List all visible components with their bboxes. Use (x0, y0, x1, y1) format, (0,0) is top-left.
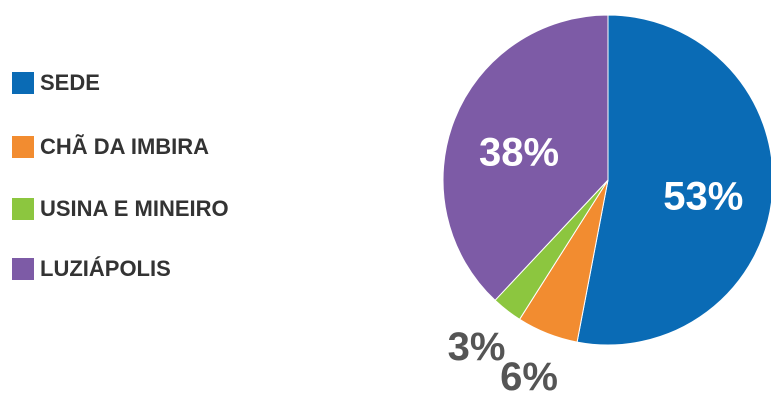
legend-text: USINA E MINEIRO (40, 196, 229, 221)
slice-label: 3% (448, 325, 506, 369)
legend-swatch (12, 136, 34, 158)
slice-label: 53% (663, 175, 743, 219)
slice-label: 6% (500, 355, 558, 399)
legend-swatch (12, 72, 34, 94)
legend-swatch (12, 258, 34, 280)
pie-slice (442, 14, 609, 301)
pie-slice (576, 14, 771, 346)
legend-swatch (12, 198, 34, 220)
legend-text: LUZIÁPOLIS (40, 256, 171, 281)
legend-text: SEDE (40, 70, 100, 95)
slice-label: 38% (479, 130, 559, 174)
legend-text: CHÃ DA IMBIRA (40, 134, 209, 159)
